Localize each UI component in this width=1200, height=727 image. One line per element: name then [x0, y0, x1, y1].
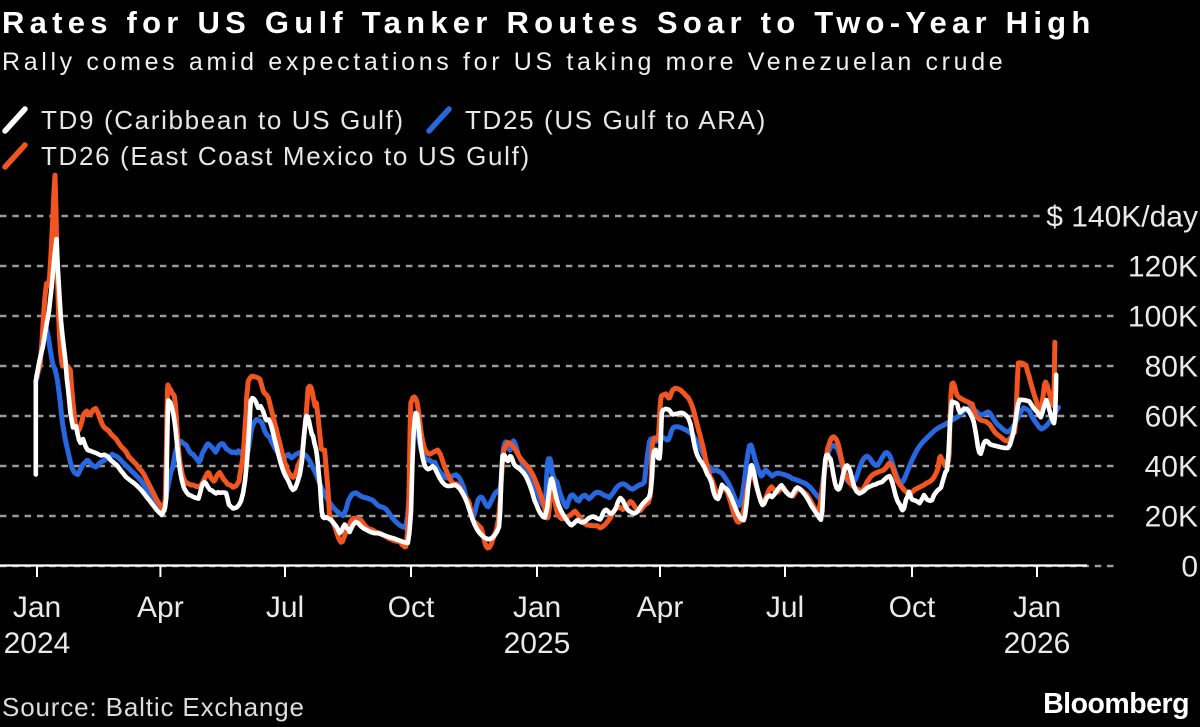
svg-text:TD25 (US Gulf to ARA): TD25 (US Gulf to ARA) — [465, 105, 767, 135]
svg-text:2024: 2024 — [4, 627, 71, 660]
svg-text:Apr: Apr — [637, 591, 684, 624]
svg-text:TD26 (East Coast Mexico to US: TD26 (East Coast Mexico to US Gulf) — [41, 141, 531, 171]
svg-text:Jul: Jul — [766, 591, 804, 624]
svg-text:120K: 120K — [1128, 251, 1198, 284]
svg-text:2026: 2026 — [1004, 627, 1071, 660]
svg-text:Bloomberg: Bloomberg — [1043, 688, 1189, 720]
svg-text:Jul: Jul — [266, 591, 304, 624]
svg-text:80K: 80K — [1145, 351, 1198, 384]
svg-text:Jan: Jan — [1013, 591, 1061, 624]
svg-text:Source: Baltic Exchange: Source: Baltic Exchange — [2, 692, 305, 722]
svg-text:Rally comes amid expectations: Rally comes amid expectations for US tak… — [2, 48, 1006, 76]
svg-text:TD9 (Caribbean to US Gulf): TD9 (Caribbean to US Gulf) — [41, 105, 405, 135]
svg-text:Oct: Oct — [889, 591, 936, 624]
svg-text:Jan: Jan — [513, 591, 561, 624]
svg-text:0: 0 — [1181, 551, 1198, 584]
svg-text:100K: 100K — [1128, 301, 1198, 334]
svg-text:60K: 60K — [1145, 401, 1198, 434]
svg-text:Oct: Oct — [388, 591, 435, 624]
svg-text:2025: 2025 — [504, 627, 571, 660]
svg-text:Jan: Jan — [13, 591, 61, 624]
svg-text:Apr: Apr — [137, 591, 184, 624]
svg-text:20K: 20K — [1145, 501, 1198, 534]
svg-text:$ 140K/day: $ 140K/day — [1046, 201, 1198, 234]
svg-text:Rates for US Gulf Tanker Route: Rates for US Gulf Tanker Routes Soar to … — [2, 5, 1096, 40]
svg-text:40K: 40K — [1145, 451, 1198, 484]
